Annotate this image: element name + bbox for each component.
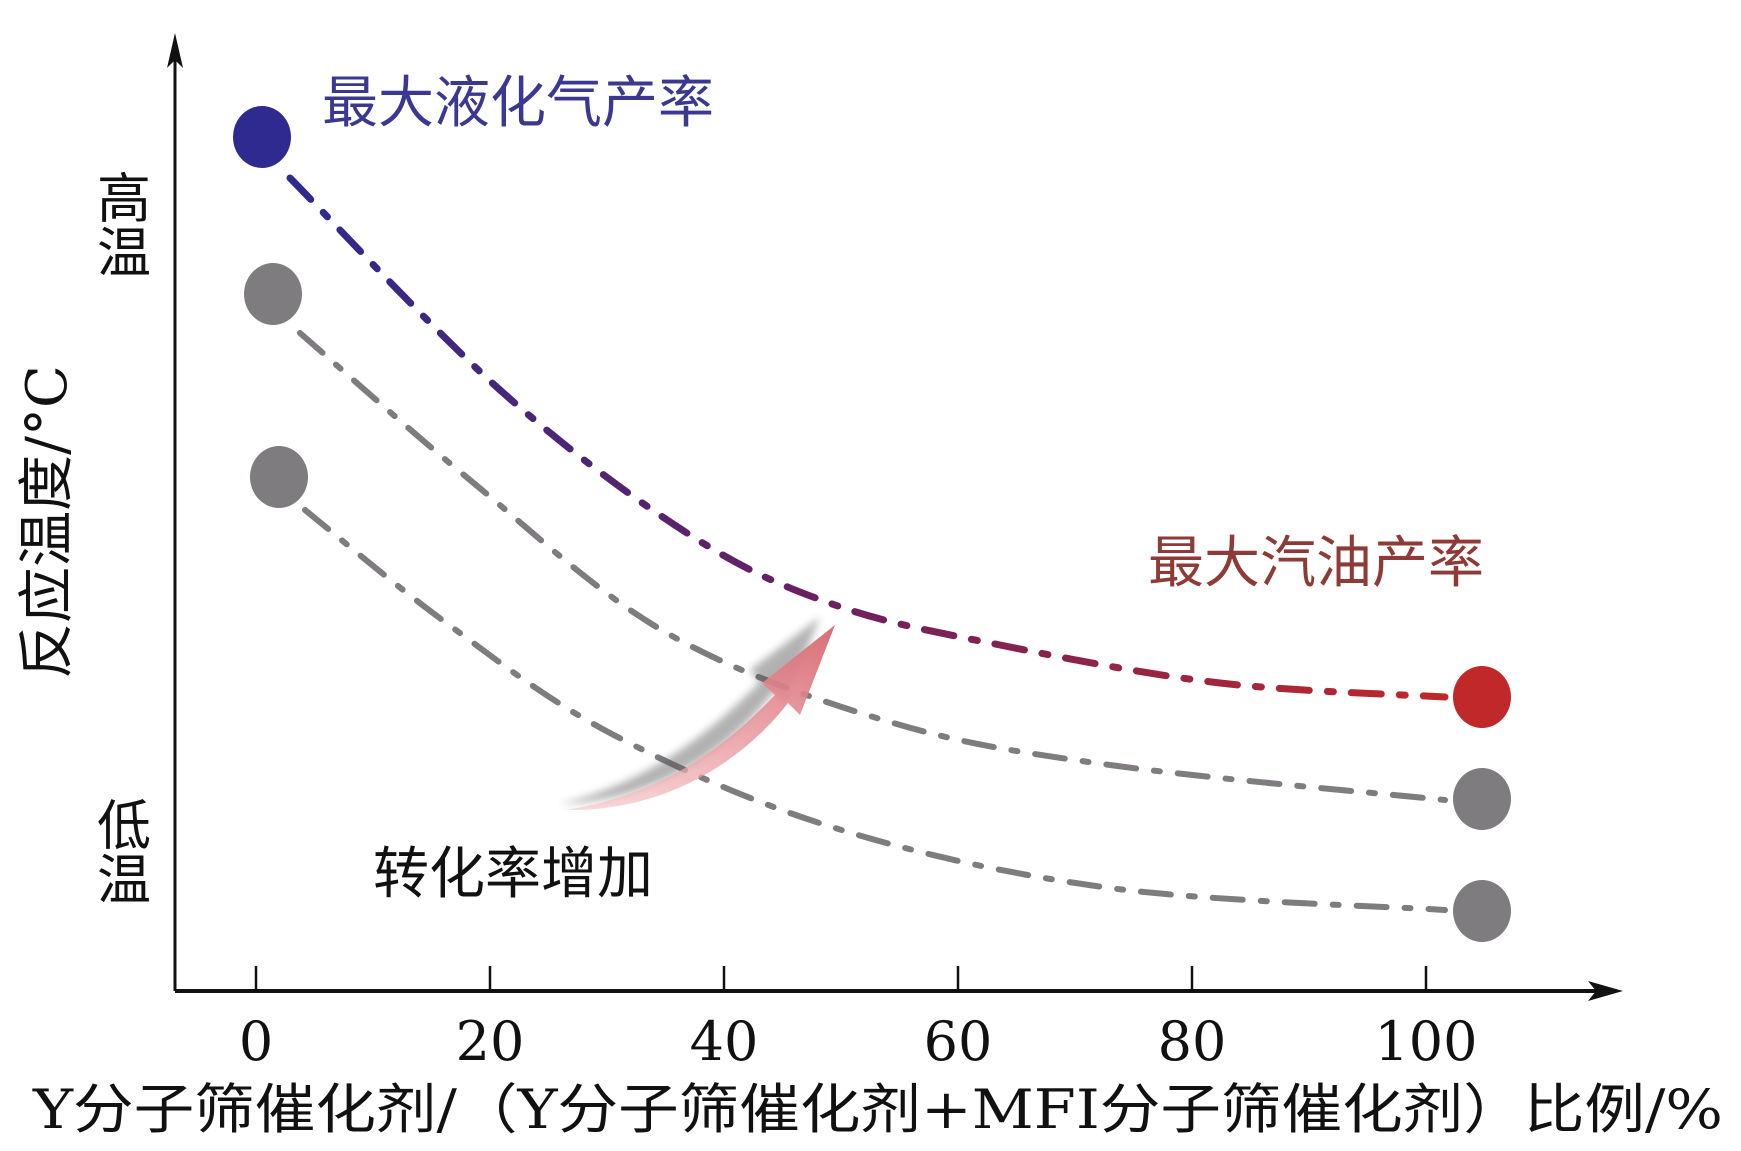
y-low-label: 低温 (88, 797, 151, 905)
y-high-label: 高温 (88, 170, 151, 278)
x-tick-label: 0 (239, 1010, 273, 1073)
series-lower-curve (302, 507, 1448, 913)
lpg-label: 最大液化气产率 (322, 71, 714, 136)
lower-end-dot (1453, 880, 1511, 942)
y-axis-arrow (167, 33, 183, 68)
conversion-arrow (566, 625, 835, 811)
series-upper-curve (286, 174, 1449, 701)
x-tick-label: 100 (1374, 1010, 1477, 1073)
x-tick-label: 20 (456, 1010, 525, 1073)
lower-start-dot (250, 446, 308, 508)
x-tick-label: 60 (924, 1010, 993, 1073)
gasoline-label: 最大汽油产率 (1148, 531, 1484, 596)
middle-start-dot (244, 263, 302, 325)
y-axis-label: 反应温度/°C (15, 365, 80, 679)
x-tick-label: 80 (1158, 1010, 1227, 1073)
middle-end-dot (1453, 768, 1511, 830)
series-middle-curve (297, 330, 1448, 803)
x-tick-label: 40 (690, 1010, 759, 1073)
gasoline-end-dot (1453, 666, 1511, 728)
arrow-label: 转化率增加 (373, 842, 653, 907)
x-axis-arrow (1588, 981, 1623, 1001)
lpg-start-dot (233, 106, 291, 168)
x-axis-label: Y分子筛催化剂/（Y分子筛催化剂+MFI分子筛催化剂）比例/% (32, 1078, 1723, 1141)
